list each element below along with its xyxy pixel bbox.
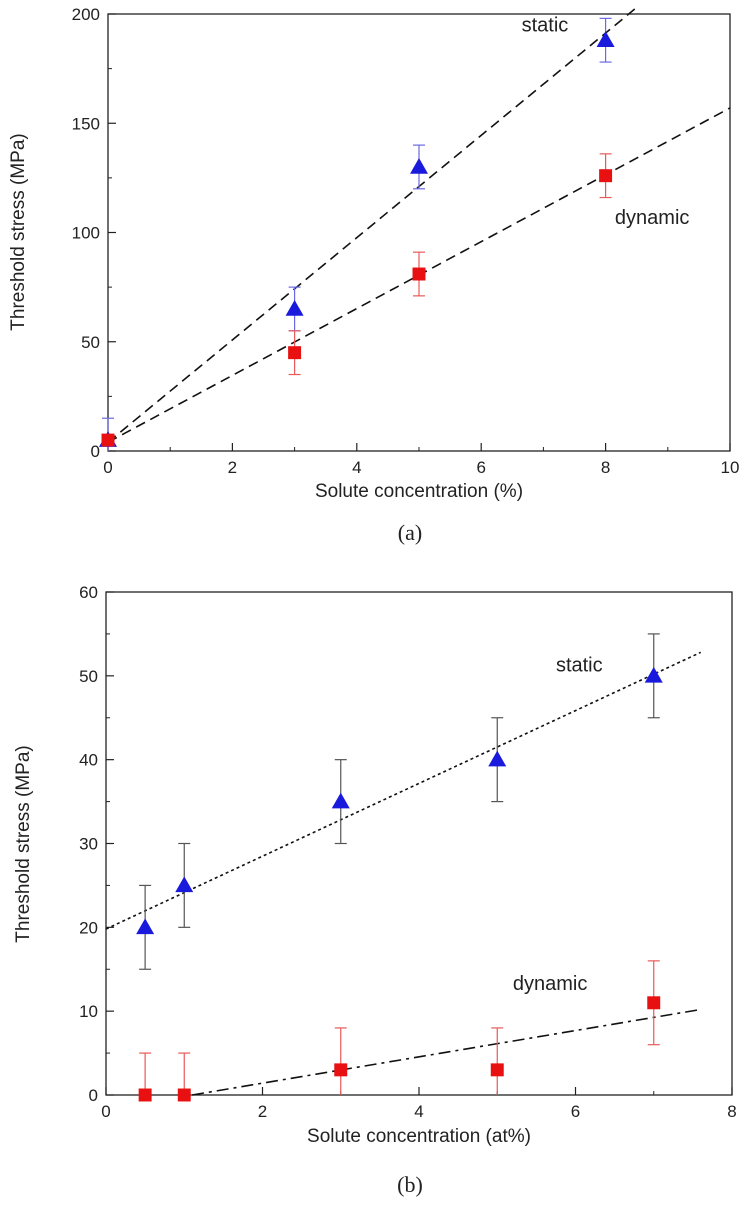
y-tick-label: 200 bbox=[72, 5, 100, 24]
markers-b bbox=[136, 666, 663, 1102]
y-tick-label: 50 bbox=[79, 667, 98, 686]
series-label-dynamic: dynamic bbox=[615, 207, 689, 229]
error-bars-a bbox=[102, 17, 612, 451]
dynamic-error-bar bbox=[491, 1027, 504, 1095]
series-label-static: static bbox=[556, 655, 603, 677]
y-tick-label: 100 bbox=[72, 224, 100, 243]
static-point bbox=[331, 792, 350, 809]
dynamic-point bbox=[647, 996, 661, 1010]
error-bars-b bbox=[139, 633, 660, 1095]
dynamic-point bbox=[490, 1063, 504, 1077]
panel-label-a: (a) bbox=[398, 520, 422, 545]
y-ticks-b: 0 10 20 30 40 50 60 bbox=[79, 583, 114, 1105]
y-tick-label: 50 bbox=[81, 333, 100, 352]
y-tick-label: 0 bbox=[89, 1086, 98, 1105]
dynamic-error-bar bbox=[334, 1027, 347, 1095]
dynamic-point bbox=[412, 267, 426, 281]
y-tick-label: 150 bbox=[72, 114, 100, 133]
static-point bbox=[136, 918, 155, 935]
static-point bbox=[596, 31, 615, 47]
y-axis-label-a: Threshold stress (MPa) bbox=[8, 133, 29, 330]
plot-frame-a bbox=[107, 13, 731, 452]
fit-lines-b bbox=[105, 651, 702, 1096]
annotations-b: static dynamic bbox=[513, 655, 603, 996]
static-point bbox=[644, 666, 663, 683]
x-ticks-b: 0 2 4 6 8 bbox=[101, 1087, 737, 1121]
x-tick-label: 8 bbox=[601, 458, 610, 477]
dynamic-point bbox=[177, 1088, 191, 1102]
x-tick-label: 4 bbox=[352, 458, 361, 477]
dynamic-error-bar bbox=[178, 1052, 191, 1095]
x-axis-label-a: Solute concentration (%) bbox=[315, 481, 523, 502]
markers-a bbox=[99, 31, 615, 447]
x-tick-label: 6 bbox=[571, 1102, 580, 1121]
y-tick-label: 0 bbox=[91, 442, 100, 461]
x-tick-label: 10 bbox=[721, 458, 740, 477]
dynamic-point bbox=[288, 346, 302, 360]
x-tick-label: 6 bbox=[476, 458, 485, 477]
y-tick-label: 60 bbox=[79, 583, 98, 602]
x-tick-label: 0 bbox=[101, 1102, 110, 1121]
static-fit-line bbox=[107, 6, 638, 443]
y-tick-label: 30 bbox=[79, 835, 98, 854]
static-point bbox=[285, 299, 304, 316]
series-label-dynamic: dynamic bbox=[513, 973, 587, 995]
x-axis-label-b: Solute concentration (at%) bbox=[307, 1126, 531, 1147]
dynamic-point bbox=[138, 1088, 152, 1102]
series-label-static: static bbox=[522, 14, 569, 36]
x-tick-label: 0 bbox=[103, 458, 112, 477]
static-fit-line bbox=[105, 651, 702, 930]
static-point bbox=[488, 750, 507, 767]
y-tick-label: 20 bbox=[79, 918, 98, 937]
y-ticks-a: 0 50 100 150 200 bbox=[72, 5, 116, 461]
annotations-a: static dynamic bbox=[522, 14, 690, 228]
chart-panel-a: 0 2 4 6 8 10 0 50 100 150 200 static dynamic Solut… bbox=[8, 5, 739, 545]
dynamic-point bbox=[599, 169, 613, 183]
y-axis-label-b: Threshold stress (MPa) bbox=[13, 745, 34, 942]
y-tick-label: 40 bbox=[79, 751, 98, 770]
x-tick-label: 2 bbox=[258, 1102, 267, 1121]
dynamic-fit-line bbox=[191, 1008, 701, 1096]
x-ticks-a: 0 2 4 6 8 10 bbox=[103, 443, 739, 477]
dynamic-point bbox=[334, 1063, 348, 1077]
y-tick-label: 10 bbox=[79, 1002, 98, 1021]
panel-label-b: (b) bbox=[397, 1172, 423, 1197]
dynamic-error-bar bbox=[139, 1052, 152, 1095]
x-tick-label: 4 bbox=[414, 1102, 423, 1121]
chart-panel-b: 0 2 4 6 8 0 10 20 30 40 50 60 static dynamic Solute… bbox=[13, 583, 737, 1197]
x-tick-label: 2 bbox=[228, 458, 237, 477]
static-point bbox=[410, 157, 428, 174]
dynamic-point bbox=[101, 433, 115, 447]
x-tick-label: 8 bbox=[727, 1102, 736, 1121]
static-point bbox=[175, 876, 194, 893]
